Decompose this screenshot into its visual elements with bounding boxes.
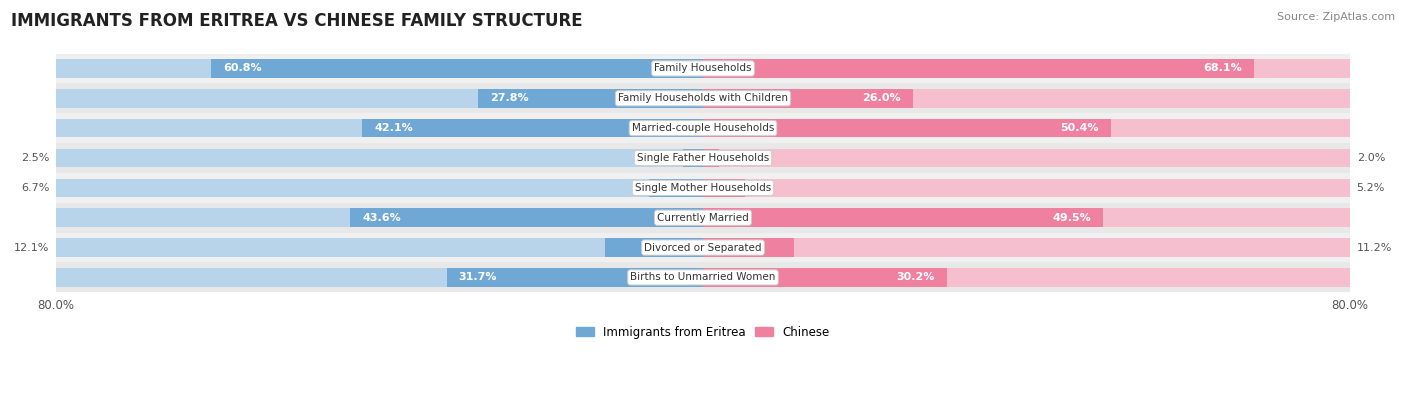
Text: 49.5%: 49.5% [1053,213,1091,223]
Bar [56,119,703,137]
Text: 12.1%: 12.1% [14,243,49,252]
Text: 60.8%: 60.8% [224,64,262,73]
Text: 68.1%: 68.1% [1204,64,1241,73]
Bar [56,233,1350,262]
Text: 2.0%: 2.0% [1357,153,1385,163]
Bar [350,209,703,227]
Bar [703,238,1350,257]
Text: 30.2%: 30.2% [897,273,935,282]
Bar [478,89,703,107]
Text: Family Households with Children: Family Households with Children [619,93,787,103]
Bar [703,59,1254,78]
Bar [703,268,1350,287]
Bar [56,203,1350,233]
Text: 2.5%: 2.5% [21,153,49,163]
Text: 31.7%: 31.7% [458,273,498,282]
Text: Births to Unmarried Women: Births to Unmarried Women [630,273,776,282]
Bar [56,54,1350,83]
Bar [447,268,703,287]
Bar [605,238,703,257]
Text: 6.7%: 6.7% [21,183,49,193]
Text: 42.1%: 42.1% [374,123,413,133]
Bar [703,179,1350,197]
Text: 43.6%: 43.6% [363,213,401,223]
Bar [211,59,703,78]
Bar [56,143,1350,173]
Bar [703,179,745,197]
Legend: Immigrants from Eritrea, Chinese: Immigrants from Eritrea, Chinese [571,321,835,343]
Bar [56,173,1350,203]
Bar [703,268,948,287]
Bar [703,119,1111,137]
Bar [703,89,914,107]
Bar [703,119,1350,137]
Bar [703,149,1350,167]
Text: Single Father Households: Single Father Households [637,153,769,163]
Text: 11.2%: 11.2% [1357,243,1392,252]
Text: IMMIGRANTS FROM ERITREA VS CHINESE FAMILY STRUCTURE: IMMIGRANTS FROM ERITREA VS CHINESE FAMIL… [11,12,583,30]
Text: Family Households: Family Households [654,64,752,73]
Bar [703,59,1350,78]
Bar [703,149,720,167]
Text: Currently Married: Currently Married [657,213,749,223]
Text: Single Mother Households: Single Mother Households [636,183,770,193]
Bar [703,209,1350,227]
Bar [56,209,703,227]
Text: 27.8%: 27.8% [491,93,529,103]
Bar [683,149,703,167]
Bar [703,238,793,257]
Bar [56,59,703,78]
Text: Divorced or Separated: Divorced or Separated [644,243,762,252]
Bar [703,209,1104,227]
Text: Source: ZipAtlas.com: Source: ZipAtlas.com [1277,12,1395,22]
Bar [56,238,703,257]
Text: 26.0%: 26.0% [862,93,901,103]
Text: 5.2%: 5.2% [1357,183,1385,193]
Bar [56,268,703,287]
Bar [703,89,1350,107]
Text: Married-couple Households: Married-couple Households [631,123,775,133]
Bar [56,262,1350,292]
Bar [363,119,703,137]
Bar [56,113,1350,143]
Bar [648,179,703,197]
Bar [56,179,703,197]
Bar [56,83,1350,113]
Bar [56,149,703,167]
Text: 50.4%: 50.4% [1060,123,1098,133]
Bar [56,89,703,107]
